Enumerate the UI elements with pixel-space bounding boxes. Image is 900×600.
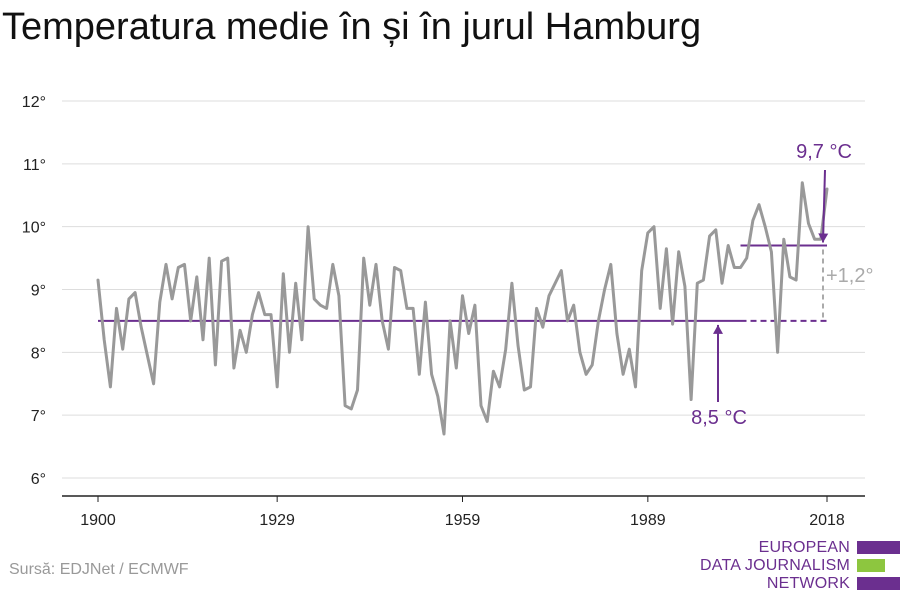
recent-mean-arrow-head (818, 233, 829, 243)
y-tick-label: 12° (22, 94, 46, 111)
y-tick-label: 8° (31, 345, 46, 362)
difference-label: +1,2° (826, 265, 873, 287)
x-tick-label: 1900 (80, 512, 116, 529)
y-tick-label: 10° (22, 220, 46, 237)
logo-line-1: EUROPEAN (758, 539, 850, 556)
x-tick-label: 1929 (259, 512, 295, 529)
y-tick-label: 6° (31, 471, 46, 488)
logo-bar-green (857, 559, 885, 572)
x-tick-label: 2018 (809, 512, 845, 529)
chart-title: Temperatura medie în și în jurul Hamburg (2, 6, 702, 48)
y-tick-label: 7° (31, 408, 46, 425)
logo-line-3: NETWORK (766, 575, 850, 592)
logo-bars-graphic (857, 541, 900, 590)
recent-mean-label: 9,7 °C (796, 141, 852, 163)
source-note: Sursă: EDJNet / ECMWF (9, 561, 189, 578)
baseline-mean-label: 8,5 °C (691, 407, 747, 429)
logo-line-2: DATA JOURNALISM (700, 557, 850, 574)
x-tick-label: 1959 (445, 512, 481, 529)
logo-bar-purple-top (857, 541, 900, 554)
y-tick-label: 9° (31, 283, 46, 300)
baseline-mean-arrow-head (713, 324, 723, 334)
x-tick-label: 1989 (630, 512, 666, 529)
temperature-series-line (96, 181, 829, 436)
edjnet-logo: EUROPEAN DATA JOURNALISM NETWORK (700, 538, 900, 598)
y-tick-label: 11° (23, 157, 46, 174)
logo-bar-purple-bottom (857, 577, 900, 590)
recent-mean-arrow-shaft (822, 169, 826, 243)
